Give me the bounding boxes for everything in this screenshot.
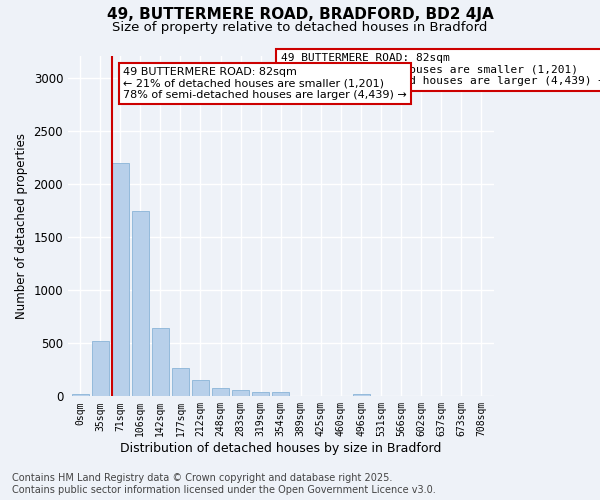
Bar	[232, 390, 249, 396]
Text: 49 BUTTERMERE ROAD: 82sqm
← 21% of detached houses are smaller (1,201)
78% of se: 49 BUTTERMERE ROAD: 82sqm ← 21% of detac…	[281, 53, 600, 86]
Bar	[353, 394, 370, 396]
Bar	[272, 392, 289, 396]
Bar	[112, 162, 129, 396]
X-axis label: Distribution of detached houses by size in Bradford: Distribution of detached houses by size …	[120, 442, 442, 455]
Bar	[92, 341, 109, 396]
Y-axis label: Number of detached properties: Number of detached properties	[15, 134, 28, 320]
Bar	[212, 388, 229, 396]
Bar	[132, 212, 149, 396]
Bar	[192, 380, 209, 396]
Bar	[252, 392, 269, 396]
Bar	[172, 368, 189, 396]
Bar	[71, 394, 89, 396]
Text: 49, BUTTERMERE ROAD, BRADFORD, BD2 4JA: 49, BUTTERMERE ROAD, BRADFORD, BD2 4JA	[107, 8, 493, 22]
Bar	[152, 328, 169, 396]
Text: Size of property relative to detached houses in Bradford: Size of property relative to detached ho…	[112, 21, 488, 34]
Text: 49 BUTTERMERE ROAD: 82sqm
← 21% of detached houses are smaller (1,201)
78% of se: 49 BUTTERMERE ROAD: 82sqm ← 21% of detac…	[124, 66, 407, 100]
Text: Contains HM Land Registry data © Crown copyright and database right 2025.
Contai: Contains HM Land Registry data © Crown c…	[12, 474, 436, 495]
